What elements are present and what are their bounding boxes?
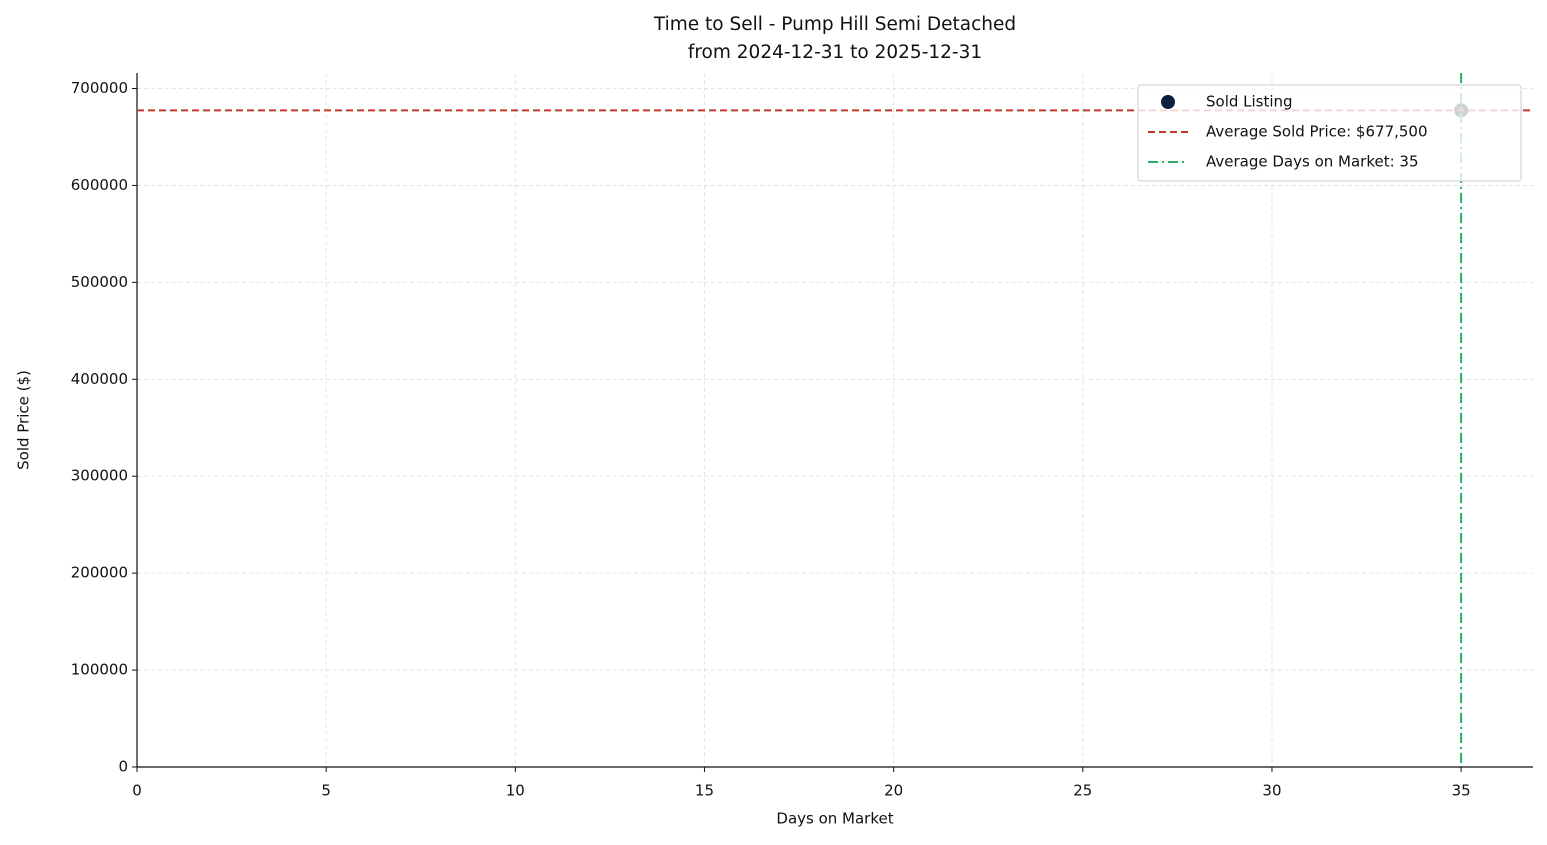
x-tick-label: 15: [695, 782, 714, 800]
legend-label: Average Days on Market: 35: [1206, 153, 1419, 171]
y-tick-label: 200000: [71, 564, 128, 582]
x-axis-label: Days on Market: [776, 810, 893, 828]
legend-marker: [1161, 95, 1175, 109]
legend-label: Sold Listing: [1206, 93, 1293, 111]
x-tick-label: 20: [884, 782, 903, 800]
y-tick-label: 0: [118, 758, 128, 776]
y-tick-label: 300000: [71, 467, 128, 485]
y-axis-label: Sold Price ($): [15, 370, 33, 470]
y-tick-label: 100000: [71, 661, 128, 679]
y-tick-label: 500000: [71, 273, 128, 291]
x-tick-label: 0: [132, 782, 142, 800]
legend-box: [1137, 84, 1522, 182]
chart-title: Time to Sell - Pump Hill Semi Detached: [653, 14, 1016, 35]
chart-subtitle: from 2024-12-31 to 2025-12-31: [688, 42, 982, 63]
x-tick-label: 25: [1073, 782, 1092, 800]
x-tick-label: 10: [506, 782, 525, 800]
legend-label: Average Sold Price: $677,500: [1206, 123, 1428, 141]
x-tick-label: 5: [321, 782, 331, 800]
x-tick-label: 35: [1452, 782, 1471, 800]
y-tick-label: 600000: [71, 176, 128, 194]
y-tick-label: 700000: [71, 79, 128, 97]
y-tick-label: 400000: [71, 370, 128, 388]
x-tick-label: 30: [1262, 782, 1281, 800]
